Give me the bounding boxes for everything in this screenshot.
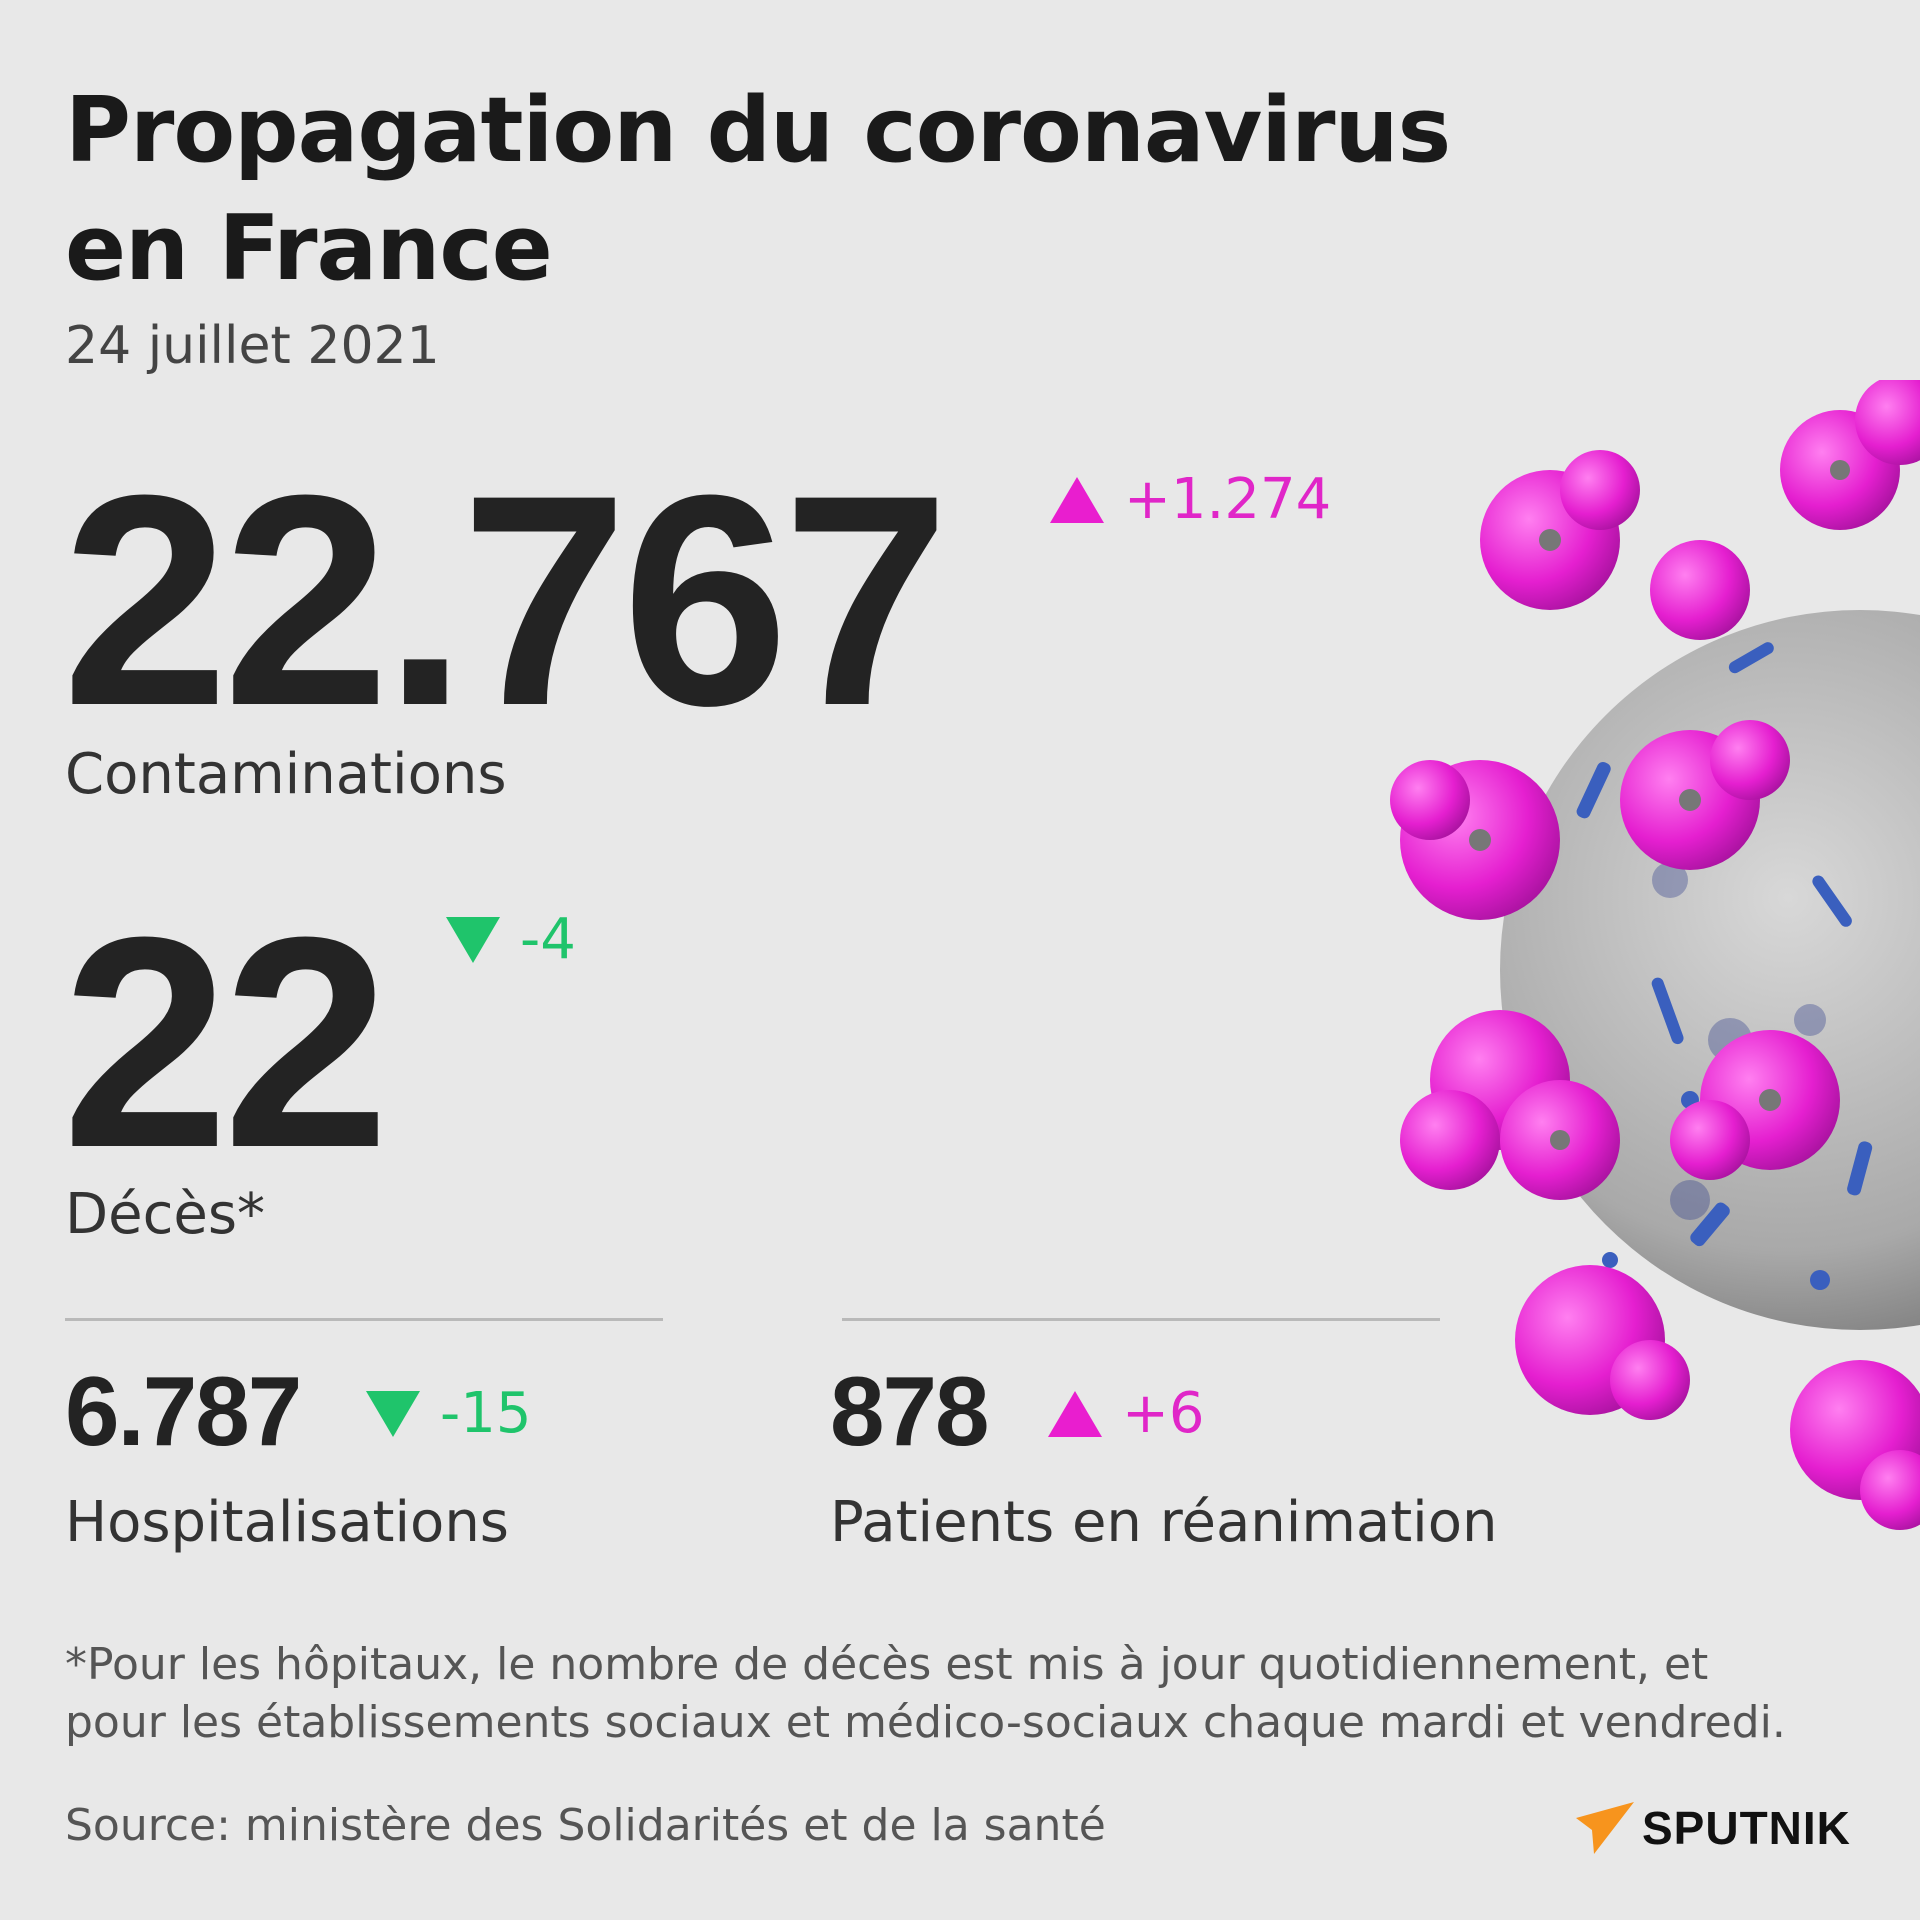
arrow-down-icon xyxy=(446,917,500,963)
contaminations-label: Contaminations xyxy=(65,742,507,807)
sputnik-logo-icon xyxy=(1576,1802,1634,1854)
footnote: *Pour les hôpitaux, le nombre de décès e… xyxy=(65,1636,1865,1752)
hospitalisations-delta: -15 xyxy=(366,1386,531,1442)
arrow-up-icon xyxy=(1048,1391,1102,1437)
contaminations-value: 22.767 xyxy=(62,432,950,768)
footnote-line-2: pour les établissements sociaux et médic… xyxy=(65,1697,1786,1748)
deces-delta: -4 xyxy=(446,912,576,968)
divider-right xyxy=(842,1318,1440,1321)
reanimation-delta: +6 xyxy=(1048,1386,1205,1442)
hospitalisations-delta-value: -15 xyxy=(440,1381,532,1446)
footnote-line-1: *Pour les hôpitaux, le nombre de décès e… xyxy=(65,1639,1709,1690)
title-line-2: en France xyxy=(65,196,553,301)
deces-label: Décès* xyxy=(65,1182,265,1247)
report-date: 24 juillet 2021 xyxy=(65,316,440,376)
deces-value: 22 xyxy=(62,874,390,1210)
infographic-title: Propagation du coronavirus en France xyxy=(65,72,1465,308)
hospitalisations-value: 6.787 xyxy=(65,1356,302,1466)
arrow-down-icon xyxy=(366,1391,420,1437)
sputnik-logo: SPUTNIK xyxy=(1574,1800,1851,1856)
source-credit: Source: ministère des Solidarités et de … xyxy=(65,1800,1106,1851)
reanimation-delta-value: +6 xyxy=(1122,1381,1205,1446)
hospitalisations-label: Hospitalisations xyxy=(65,1490,509,1555)
contaminations-delta: +1.274 xyxy=(1050,472,1331,528)
coronavirus-illustration xyxy=(1390,380,1920,1530)
deces-delta-value: -4 xyxy=(520,907,576,972)
sputnik-logo-text: SPUTNIK xyxy=(1642,1802,1851,1854)
arrow-up-icon xyxy=(1050,477,1104,523)
divider-left xyxy=(65,1318,663,1321)
reanimation-value: 878 xyxy=(830,1356,990,1466)
reanimation-label: Patients en réanimation xyxy=(830,1490,1498,1555)
contaminations-delta-value: +1.274 xyxy=(1124,467,1332,532)
title-line-1: Propagation du coronavirus xyxy=(65,78,1451,183)
